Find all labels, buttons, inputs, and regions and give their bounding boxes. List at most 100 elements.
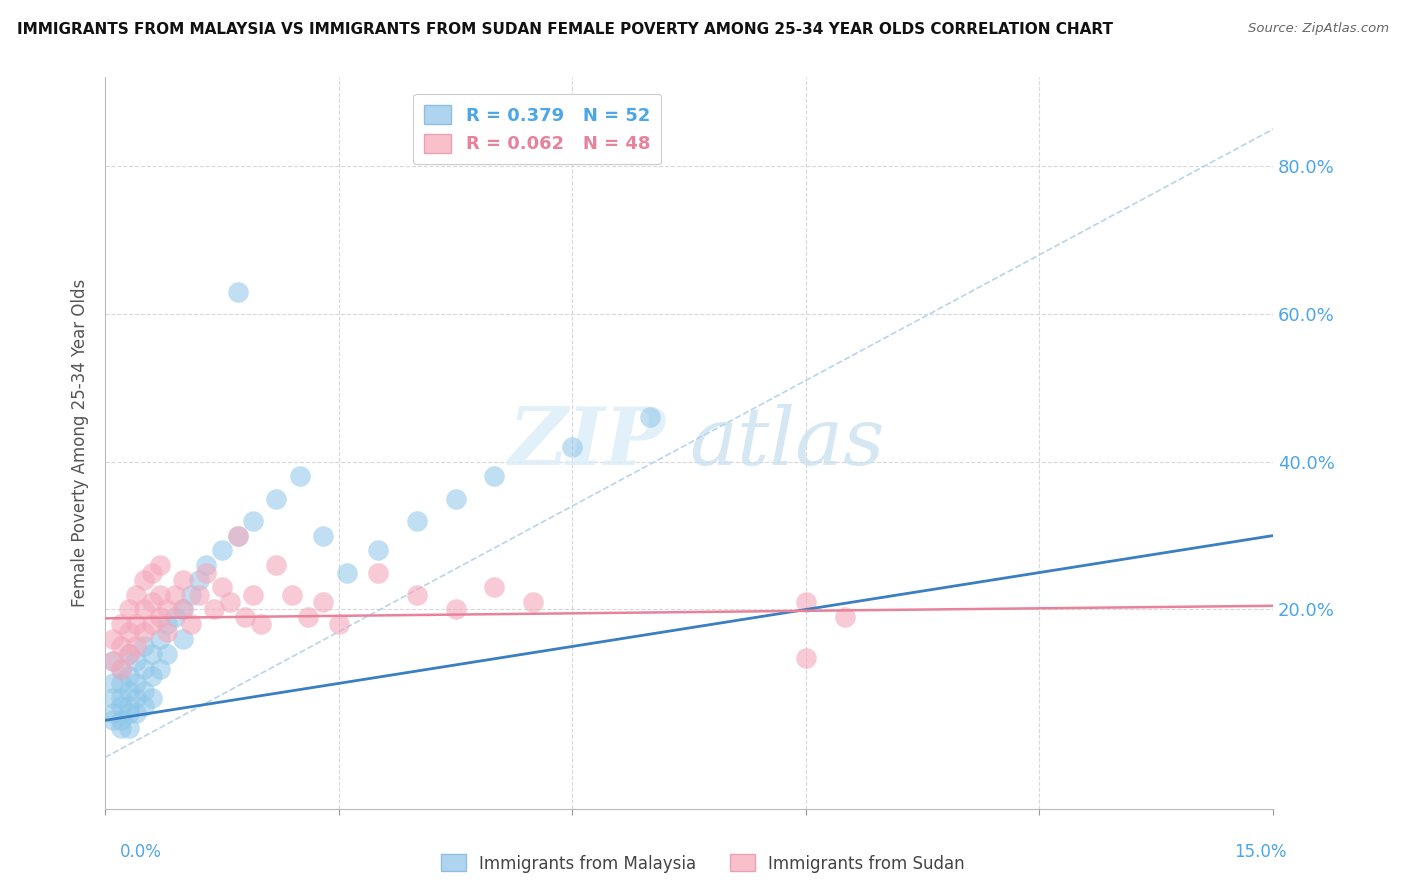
Point: [226, 528, 249, 542]
Point: [794, 595, 817, 609]
Point: [328, 617, 350, 632]
Point: [110, 691, 132, 706]
Point: [117, 602, 139, 616]
Point: [195, 566, 218, 580]
Point: [367, 543, 389, 558]
Text: 15.0%: 15.0%: [1234, 843, 1286, 861]
Point: [149, 632, 172, 646]
Point: [117, 698, 139, 713]
Point: [117, 624, 139, 639]
Point: [134, 573, 156, 587]
Point: [250, 617, 273, 632]
Text: IMMIGRANTS FROM MALAYSIA VS IMMIGRANTS FROM SUDAN FEMALE POVERTY AMONG 25-34 YEA: IMMIGRANTS FROM MALAYSIA VS IMMIGRANTS F…: [17, 22, 1114, 37]
Point: [141, 566, 163, 580]
Point: [180, 617, 202, 632]
Point: [101, 632, 124, 646]
Point: [125, 640, 148, 654]
Point: [101, 691, 124, 706]
Point: [834, 610, 856, 624]
Point: [638, 410, 661, 425]
Point: [134, 683, 156, 698]
Point: [172, 632, 194, 646]
Point: [141, 617, 163, 632]
Y-axis label: Female Poverty Among 25-34 Year Olds: Female Poverty Among 25-34 Year Olds: [72, 279, 89, 607]
Point: [141, 595, 163, 609]
Point: [101, 654, 124, 668]
Point: [110, 662, 132, 676]
Point: [125, 691, 148, 706]
Point: [561, 440, 583, 454]
Legend: R = 0.379   N = 52, R = 0.062   N = 48: R = 0.379 N = 52, R = 0.062 N = 48: [413, 94, 661, 164]
Point: [794, 650, 817, 665]
Point: [187, 573, 209, 587]
Point: [125, 588, 148, 602]
Point: [110, 714, 132, 728]
Point: [156, 647, 179, 661]
Point: [312, 595, 335, 609]
Point: [117, 647, 139, 661]
Point: [101, 676, 124, 690]
Point: [134, 640, 156, 654]
Point: [110, 721, 132, 735]
Point: [156, 624, 179, 639]
Point: [297, 610, 319, 624]
Point: [110, 640, 132, 654]
Point: [149, 558, 172, 573]
Point: [125, 654, 148, 668]
Point: [156, 602, 179, 616]
Point: [405, 514, 427, 528]
Point: [195, 558, 218, 573]
Point: [134, 662, 156, 676]
Point: [281, 588, 304, 602]
Point: [156, 617, 179, 632]
Point: [110, 698, 132, 713]
Point: [172, 602, 194, 616]
Point: [235, 610, 257, 624]
Point: [134, 624, 156, 639]
Point: [312, 528, 335, 542]
Point: [101, 714, 124, 728]
Point: [444, 602, 467, 616]
Point: [141, 691, 163, 706]
Text: 0.0%: 0.0%: [120, 843, 162, 861]
Point: [405, 588, 427, 602]
Point: [444, 491, 467, 506]
Point: [141, 647, 163, 661]
Point: [266, 558, 288, 573]
Point: [165, 610, 187, 624]
Text: Source: ZipAtlas.com: Source: ZipAtlas.com: [1249, 22, 1389, 36]
Point: [117, 683, 139, 698]
Point: [125, 617, 148, 632]
Point: [187, 588, 209, 602]
Point: [484, 580, 506, 594]
Point: [110, 662, 132, 676]
Point: [149, 662, 172, 676]
Point: [117, 706, 139, 720]
Point: [101, 706, 124, 720]
Point: [211, 580, 233, 594]
Point: [134, 602, 156, 616]
Point: [180, 588, 202, 602]
Text: atlas: atlas: [689, 404, 884, 482]
Point: [117, 721, 139, 735]
Point: [484, 469, 506, 483]
Point: [117, 647, 139, 661]
Point: [522, 595, 544, 609]
Text: ZIP: ZIP: [509, 404, 666, 482]
Point: [149, 610, 172, 624]
Point: [117, 669, 139, 683]
Point: [202, 602, 225, 616]
Point: [165, 588, 187, 602]
Point: [172, 573, 194, 587]
Point: [125, 706, 148, 720]
Point: [134, 698, 156, 713]
Point: [266, 491, 288, 506]
Point: [226, 528, 249, 542]
Point: [226, 285, 249, 299]
Point: [218, 595, 240, 609]
Point: [211, 543, 233, 558]
Point: [110, 617, 132, 632]
Point: [149, 588, 172, 602]
Point: [110, 676, 132, 690]
Point: [242, 514, 264, 528]
